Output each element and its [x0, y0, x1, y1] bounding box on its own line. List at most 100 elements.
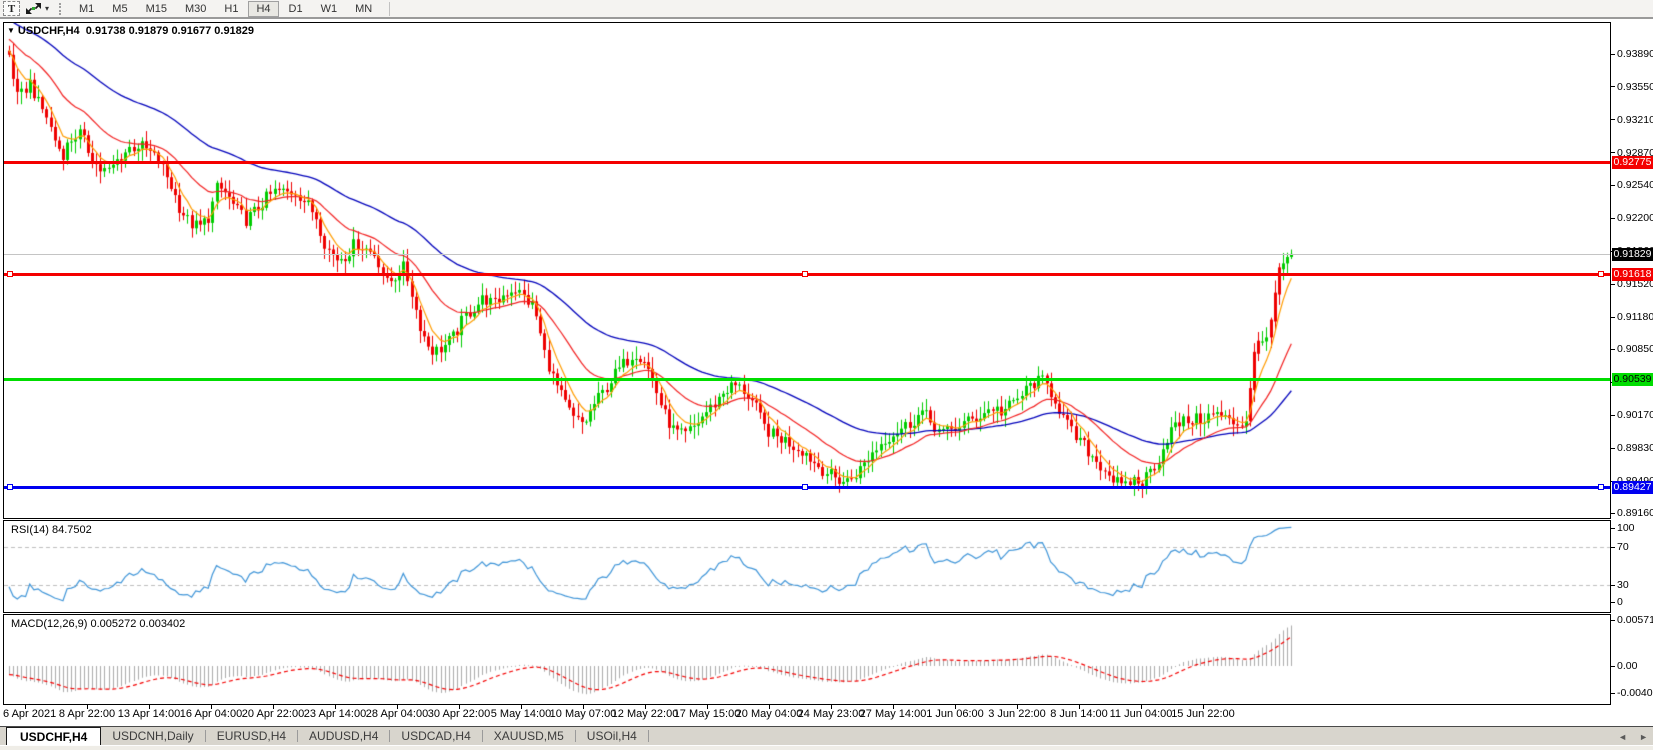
- timeframe-button-m30[interactable]: M30: [184, 2, 207, 15]
- date-label: 6 Apr 2021: [3, 708, 57, 720]
- axis-tick-mark: [1611, 546, 1615, 548]
- tab-scroll-left-icon[interactable]: ◄: [1618, 731, 1628, 742]
- price-tick-label: 0.93890: [1617, 48, 1653, 60]
- time-tick-mark: [149, 705, 150, 709]
- hline-handle[interactable]: [7, 483, 13, 490]
- date-label: 1 Jun 06:00: [926, 708, 984, 720]
- time-tick-mark: [707, 705, 708, 709]
- price-axis[interactable]: 0.93890 0.93550 0.93210 0.92870 0.92540 0.922…: [1611, 0, 1653, 750]
- timeframe-button-mn[interactable]: MN: [355, 2, 373, 15]
- axis-tick-mark: [1611, 316, 1615, 318]
- current-price-line: [4, 253, 1610, 255]
- timeframe-button-m5[interactable]: M5: [112, 2, 128, 15]
- time-tick-mark: [831, 705, 832, 709]
- price-tick-label: 0.92540: [1617, 179, 1653, 192]
- price-tick-label: 0.00: [1617, 660, 1638, 672]
- time-tick-mark: [211, 705, 212, 709]
- time-tick-mark: [1141, 705, 1142, 709]
- toolbar-separator: [389, 1, 391, 16]
- time-tick-mark: [769, 705, 770, 709]
- tab-separator: [481, 730, 483, 742]
- time-tick-mark: [335, 705, 336, 709]
- tab-usdcad-h4[interactable]: USDCAD,H4: [401, 729, 471, 743]
- date-label: 17 May 15:00: [673, 708, 741, 720]
- axis-tick-mark: [1611, 217, 1615, 219]
- tab-separator: [204, 730, 206, 742]
- date-label: 24 May 23:00: [797, 708, 865, 720]
- high-value: 0.91879: [128, 25, 169, 37]
- tab-eurusd-h4[interactable]: EURUSD,H4: [216, 729, 287, 743]
- chevron-down-icon: ▾: [45, 4, 50, 13]
- axis-tick-mark: [1611, 527, 1615, 529]
- time-tick-mark: [397, 705, 398, 709]
- tab-usdchf-h4[interactable]: USDCHF,H4: [6, 727, 102, 745]
- time-tick-mark: [87, 705, 88, 709]
- toolbar-grip[interactable]: [59, 2, 64, 15]
- time-tick-mark: [273, 705, 274, 709]
- time-tick-mark: [25, 705, 26, 709]
- rsi-chart-canvas[interactable]: [4, 521, 1610, 611]
- timeframe-button-m1[interactable]: M1: [79, 2, 95, 15]
- time-tick-mark: [1079, 705, 1080, 709]
- date-label: 15 Jun 22:00: [1171, 708, 1235, 720]
- price-chart-canvas[interactable]: [4, 23, 1610, 518]
- price-tick-label: 70: [1617, 541, 1629, 553]
- price-tick-label: 0.89830: [1617, 442, 1653, 455]
- open-value: 0.91738: [85, 25, 126, 37]
- timeframe-button-m15[interactable]: M15: [145, 2, 167, 15]
- hline-handle[interactable]: [1598, 483, 1604, 490]
- hline-resistance-upper[interactable]: [4, 160, 1610, 164]
- axis-tick-mark: [1611, 152, 1615, 154]
- rsi-panel: RSI(14) 84.7502: [3, 520, 1611, 613]
- price-tag-resistance-upper: 0.92775: [1612, 155, 1653, 169]
- symbol-period-label: USDCHF,H4: [17, 25, 80, 37]
- date-label: 10 May 07:00: [549, 708, 617, 720]
- timeframe-toolbar: M1 M5 M15 M30 H1 H4 D1 W1 MN: [70, 0, 381, 18]
- tab-audusd-h4[interactable]: AUDUSD,H4: [309, 729, 379, 743]
- hline-handle[interactable]: [802, 483, 808, 490]
- price-tick-label: 0.89160: [1617, 507, 1653, 520]
- chart-title: ▼ USDCHF,H4 0.91738 0.91879 0.91677 0.918…: [7, 25, 254, 37]
- hline-handle[interactable]: [802, 271, 808, 278]
- price-tick-label: 0.91180: [1617, 311, 1653, 324]
- macd-chart-canvas[interactable]: [4, 615, 1610, 703]
- timeframe-button-h1[interactable]: H1: [224, 2, 239, 15]
- tab-scroll-right-icon[interactable]: ►: [1639, 731, 1648, 742]
- tab-usdcnh-daily[interactable]: USDCNH,Daily: [112, 729, 194, 743]
- top-toolbar: T ▾ M1 M5 M15 M30 H1 H4 D1 W1 MN: [0, 0, 1653, 19]
- timeframe-button-d1[interactable]: D1: [288, 2, 303, 15]
- date-label: 27 May 14:00: [859, 708, 927, 720]
- price-tag-mid-support: 0.90539: [1612, 372, 1653, 386]
- macd-panel: MACD(12,26,9) 0.005272 0.003402: [3, 614, 1611, 705]
- hline-handle[interactable]: [7, 271, 13, 278]
- macd-label: MACD(12,26,9) 0.005272 0.003402: [11, 618, 186, 630]
- price-tick-label: 0.93550: [1617, 80, 1653, 93]
- axis-tick-mark: [1611, 665, 1615, 667]
- date-label: 20 Apr 22:00: [241, 708, 305, 720]
- arrow-styles-button[interactable]: ▾: [23, 1, 51, 16]
- time-tick-mark: [1017, 705, 1018, 709]
- time-tick-mark: [459, 705, 460, 709]
- timeframe-button-h4[interactable]: H4: [248, 0, 279, 17]
- time-tick-mark: [583, 705, 584, 709]
- price-tag-resistance-lower: 0.91618: [1612, 268, 1653, 282]
- collapse-indicator-icon: ▼: [7, 26, 15, 35]
- time-axis[interactable]: 6 Apr 2021 8 Apr 22:00 13 Apr 14:00 16 Apr …: [0, 704, 1653, 724]
- price-tick-label: 0.90170: [1617, 409, 1653, 422]
- tab-xauusd-m5[interactable]: XAUUSD,M5: [493, 729, 564, 743]
- axis-tick-mark: [1611, 414, 1615, 416]
- axis-tick-mark: [1611, 692, 1615, 694]
- text-tool-glyph: T: [7, 2, 16, 15]
- hline-handle[interactable]: [1598, 271, 1604, 278]
- arrow-styles-icon: [25, 2, 42, 15]
- tab-scroll-controls: ◄ ►: [1618, 727, 1648, 746]
- tab-usoil-h4[interactable]: USOil,H4: [586, 729, 637, 743]
- low-value: 0.91677: [171, 25, 212, 37]
- axis-tick-mark: [1611, 447, 1615, 449]
- timeframe-button-w1[interactable]: W1: [320, 2, 338, 15]
- text-label-tool-button[interactable]: T: [3, 1, 20, 16]
- axis-tick-mark: [1611, 348, 1615, 350]
- date-label: 16 Apr 04:00: [179, 708, 243, 720]
- hline-mid-support[interactable]: [4, 377, 1610, 381]
- date-label: 12 May 22:00: [611, 708, 679, 720]
